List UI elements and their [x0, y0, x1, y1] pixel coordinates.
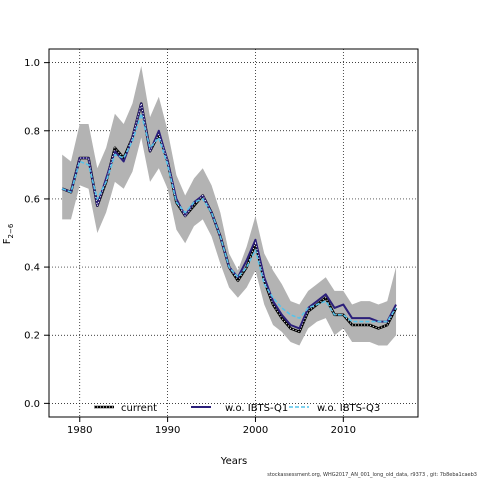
y-tick-label: 1.0 [24, 58, 40, 69]
confidence-band-layer [62, 66, 397, 346]
y-tick-label: 0.4 [24, 263, 40, 274]
grid-layer [49, 49, 418, 417]
series-layer [61, 102, 398, 334]
axis-layer: 1980 1990 2000 2010 0.0 0.2 0.4 0.6 0.8 1.0 [24, 58, 356, 436]
x-axis-label: Years [220, 456, 247, 467]
y-axis-label-subscript: 2−6 [7, 223, 15, 238]
x-tick-label: 2010 [331, 425, 356, 436]
y-tick-label: 0.8 [24, 126, 40, 137]
series-line-wo-ibts-q3 [61, 112, 397, 323]
legend-label: w.o. IBTS-Q1 [225, 403, 288, 414]
y-axis-label: F2−6 [2, 223, 15, 244]
legend-label: current [121, 403, 157, 414]
x-tick-label: 2000 [243, 425, 268, 436]
y-axis-label-main: F [2, 238, 13, 244]
legend: current w.o. IBTS-Q1 w.o. IBTS-Q3 [94, 403, 380, 414]
y-tick-label: 0.6 [24, 194, 40, 205]
x-tick-label: 1990 [155, 425, 180, 436]
footer-note: stockassessment.org, WHG2017_AN_001_long… [267, 472, 477, 478]
x-tick-label: 1980 [67, 425, 92, 436]
confidence-band [62, 66, 397, 346]
legend-label: w.o. IBTS-Q3 [317, 403, 380, 414]
y-tick-label: 0.0 [24, 399, 40, 410]
plot-frame [48, 48, 419, 418]
y-tick-label: 0.2 [24, 331, 40, 342]
